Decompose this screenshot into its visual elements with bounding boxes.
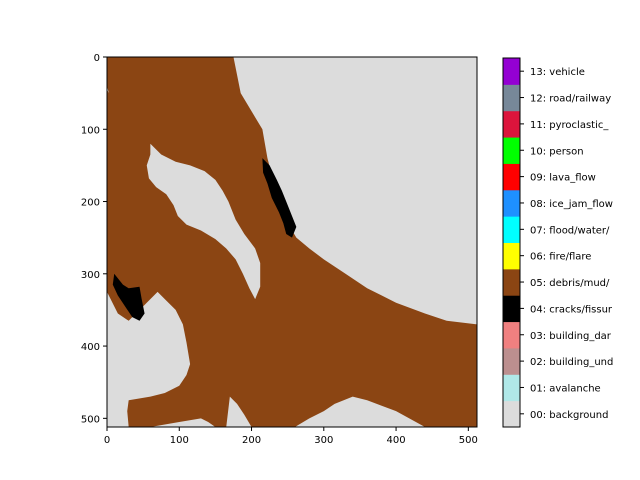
- colorbar-label: 07: flood/water/: [530, 225, 610, 236]
- colorbar-label: 04: cracks/fissur: [530, 304, 613, 315]
- colorbar-label: 11: pyroclastic_: [530, 120, 609, 131]
- colorbar-label: 08: ice_jam_flow: [530, 199, 613, 210]
- mask-region-class-0-1: [146, 143, 261, 300]
- y-tick-label: 100: [81, 125, 100, 136]
- colorbar-label: 09: lava_flow: [530, 173, 596, 184]
- colorbar-label: 06: fire/flare: [530, 252, 591, 263]
- mask-region-class-4-3: [112, 273, 145, 321]
- x-tick-label: 400: [387, 435, 406, 446]
- colorbar-swatch-1: [503, 374, 520, 402]
- y-tick-label: 400: [81, 342, 100, 353]
- colorbar-swatch-10: [503, 137, 520, 164]
- x-tick-label: 300: [314, 435, 333, 446]
- x-tick-label: 200: [242, 435, 261, 446]
- colorbar-label: 02: building_und: [530, 357, 613, 368]
- colorbar-swatch-2: [503, 347, 520, 375]
- colorbar-swatch-7: [503, 216, 520, 243]
- x-tick-label: 0: [104, 435, 110, 446]
- y-tick-label: 300: [81, 270, 100, 281]
- colorbar-swatch-9: [503, 163, 520, 191]
- x-tick-label: 500: [459, 435, 478, 446]
- x-axis-ticks: 0 100 200 300 400 500: [104, 427, 478, 446]
- colorbar-swatch-12: [503, 84, 520, 112]
- mask-regions: [107, 57, 477, 427]
- y-axis-ticks: 0 100 200 300 400 500: [81, 53, 107, 425]
- colorbar-swatch-11: [503, 110, 520, 138]
- colorbar-swatch-4: [503, 295, 520, 323]
- colorbar-label: 03: building_dar: [530, 331, 612, 342]
- colorbar-label: 00: background: [530, 410, 608, 421]
- x-tick-label: 100: [170, 435, 189, 446]
- colorbar-frame: [502, 57, 521, 428]
- y-tick-label: 500: [81, 414, 100, 425]
- colorbar-label: 10: person: [530, 146, 584, 157]
- colorbar-swatch-8: [503, 189, 520, 217]
- colorbar-label: 13: vehicle: [530, 67, 585, 78]
- colorbar-swatch-0: [503, 400, 520, 428]
- colorbar-label: 05: debris/mud/: [530, 278, 610, 289]
- y-tick-label: 0: [94, 53, 100, 64]
- mask-region-class-4-2: [262, 158, 297, 238]
- mask-region-class-5-0: [107, 57, 477, 427]
- colorbar-label: 12: road/railway: [530, 94, 611, 105]
- colorbar: 00: background 01: avalanche 02: building_…: [502, 57, 613, 428]
- colorbar-swatch-5: [503, 268, 520, 296]
- plot-frame: [106, 56, 478, 428]
- segmentation-plot: 0 100 200 300 400 500 0 100 200 300 400 500: [81, 53, 478, 446]
- colorbar-swatch-6: [503, 242, 520, 270]
- colorbar-swatch-3: [503, 321, 520, 349]
- colorbar-swatch-13: [503, 58, 520, 85]
- colorbar-label: 01: avalanche: [530, 383, 601, 394]
- y-tick-label: 200: [81, 198, 100, 209]
